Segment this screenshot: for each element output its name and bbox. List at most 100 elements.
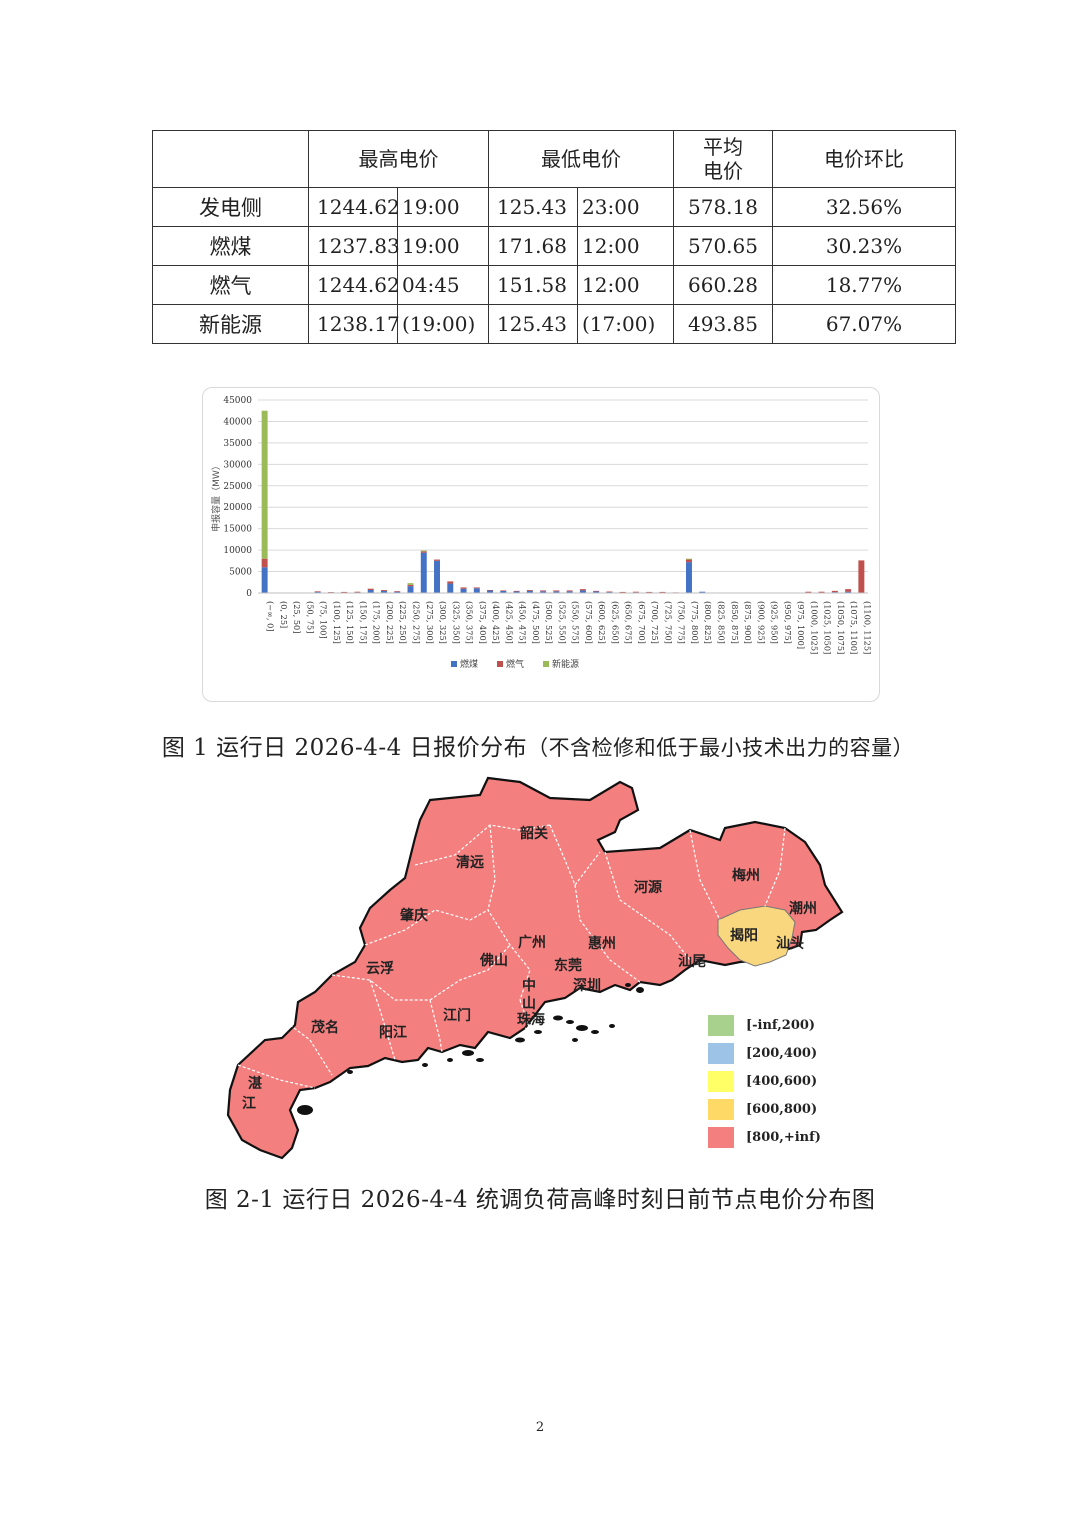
label-shaoguan: 韶关	[520, 825, 548, 842]
row-category: 燃气	[152, 265, 309, 305]
bar-segment	[487, 590, 494, 593]
label-heyuan: 河源	[634, 879, 662, 896]
label-jieyang: 揭阳	[730, 927, 758, 944]
x-tick-label: (900, 925]	[756, 601, 766, 644]
row-min-cell: 125.43 23:00	[488, 187, 674, 227]
header-mom: 电价环比	[772, 130, 956, 188]
price-table: 最高电价 最低电价 平均 电价 电价环比 发电侧 1244.62 19:00 125.4…	[152, 130, 956, 344]
row-max-time: (19:00)	[402, 312, 476, 336]
label-zhuhai: 珠海	[517, 1011, 545, 1028]
table-row: 燃煤 1237.83 19:00 171.68 12:00 570.65 30.23%	[152, 226, 956, 266]
x-tick-label: (725, 750]	[663, 601, 673, 644]
bar-segment	[460, 587, 467, 589]
row-min-cell: 125.43 (17:00)	[488, 304, 674, 344]
y-tick-label: 45000	[223, 396, 252, 406]
bar-segment	[659, 591, 666, 593]
y-tick-label: 35000	[223, 439, 252, 449]
legend-swatch	[708, 1014, 734, 1036]
bar-segment	[858, 560, 865, 593]
bar-segment	[699, 591, 706, 593]
label-dongguan: 东莞	[554, 957, 582, 974]
header-avg-line1: 平均	[703, 135, 743, 159]
bar-segment	[579, 590, 586, 593]
x-tick-label: (775, 800]	[690, 601, 700, 644]
y-tick-label: 25000	[223, 482, 252, 492]
x-tick-label: (575, 600]	[584, 601, 594, 644]
bar-segment	[619, 591, 626, 593]
bar-segment	[367, 589, 374, 593]
bar-segment	[354, 591, 361, 593]
legend-item: [200,400)	[708, 1039, 838, 1067]
row-avg: 493.85	[673, 304, 773, 344]
label-qingyuan: 清远	[456, 854, 484, 871]
bar-segment	[685, 559, 692, 563]
row-max-price: 1244.62	[309, 266, 400, 304]
legend-item: [800,+inf)	[708, 1123, 838, 1151]
y-tick-label: 10000	[223, 546, 252, 556]
row-min-time: 12:00	[582, 273, 640, 297]
page-number: 2	[535, 1420, 545, 1435]
x-tick-label: (1000, 1025]	[809, 601, 819, 654]
chart-legend-swatch	[543, 661, 549, 667]
bar-segment	[845, 589, 852, 592]
bar-segment	[447, 583, 454, 593]
row-avg: 570.65	[673, 226, 773, 266]
y-tick-label: 5000	[229, 568, 252, 578]
table-header-row: 最高电价 最低电价 平均 电价 电价环比	[152, 130, 956, 188]
row-min-price: 125.43	[489, 188, 578, 226]
x-tick-label: (100, 125]	[332, 601, 342, 644]
x-tick-label: (425, 450]	[504, 601, 514, 644]
bar-segment	[420, 550, 427, 552]
row-min-cell: 171.68 12:00	[488, 226, 674, 266]
row-min-time: 12:00	[582, 234, 640, 258]
x-tick-label: (950, 975]	[783, 601, 793, 644]
header-max-price: 最高电价	[308, 130, 489, 188]
row-min-price: 125.43	[489, 305, 578, 343]
label-zhaoqing: 肇庆	[400, 907, 428, 924]
bar-segment	[540, 591, 547, 593]
row-max-cell: 1244.62 19:00	[308, 187, 489, 227]
x-tick-label: (375, 400]	[478, 601, 488, 644]
province-shape	[226, 776, 844, 1160]
chart-legend-label: 燃煤	[460, 658, 478, 670]
row-mom: 18.77%	[772, 265, 956, 305]
x-tick-label: (700, 725]	[650, 601, 660, 644]
x-tick-label: (125, 150]	[345, 601, 355, 644]
bar-segment	[632, 591, 639, 593]
y-axis-label: 申报容量（MW）	[210, 461, 222, 532]
x-tick-label: (350, 375]	[465, 601, 475, 644]
x-tick-label: (275, 300]	[425, 601, 435, 644]
row-max-cell: 1238.17 (19:00)	[308, 304, 489, 344]
row-min-price: 171.68	[489, 227, 578, 265]
row-category: 燃煤	[152, 226, 309, 266]
x-tick-label: (175, 200]	[372, 601, 382, 644]
y-tick-label: 15000	[223, 525, 252, 535]
x-tick-label: (925, 950]	[770, 601, 780, 644]
x-tick-label: (450, 475]	[518, 601, 528, 644]
x-tick-label: (850, 875]	[730, 601, 740, 644]
x-tick-label: (75, 100]	[319, 601, 329, 639]
bar-segment	[407, 584, 414, 587]
row-avg: 578.18	[673, 187, 773, 227]
row-category: 新能源	[152, 304, 309, 344]
x-tick-label: (1100, 1125]	[862, 601, 872, 654]
bar-segment	[593, 591, 600, 593]
row-max-time: 04:45	[402, 273, 460, 297]
bar-segment	[540, 590, 547, 592]
x-tick-label: (−∞, 0]	[266, 601, 276, 631]
label-chaozhou: 潮州	[789, 900, 817, 917]
bar-segment	[447, 581, 454, 584]
label-foshan: 佛山	[479, 952, 508, 969]
x-tick-label: (550, 575]	[571, 601, 581, 644]
row-avg: 660.28	[673, 265, 773, 305]
y-tick-label: 20000	[223, 503, 252, 513]
bar-segment	[805, 591, 812, 593]
y-tick-label: 40000	[223, 417, 252, 427]
label-zhong: 中	[522, 977, 536, 994]
x-tick-label: (525, 550]	[557, 601, 567, 644]
table-row: 新能源 1238.17 (19:00) 125.43 (17:00) 493.85 67.0…	[152, 304, 956, 344]
x-tick-label: (1025, 1050]	[823, 601, 833, 654]
x-tick-label: (1050, 1075]	[836, 601, 846, 654]
row-min-time: (17:00)	[582, 312, 656, 336]
x-tick-label: (0, 25]	[279, 601, 289, 628]
